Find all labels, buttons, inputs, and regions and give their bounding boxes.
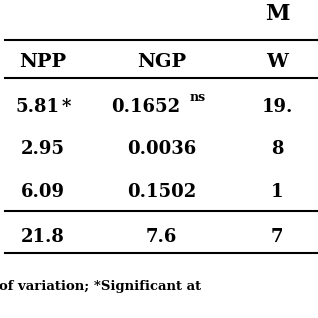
Text: 19.: 19. bbox=[262, 98, 293, 115]
Text: ns: ns bbox=[190, 91, 205, 104]
Text: 0.1502: 0.1502 bbox=[127, 183, 196, 201]
Text: 0.1652: 0.1652 bbox=[111, 98, 180, 115]
Text: 2.95: 2.95 bbox=[20, 141, 65, 158]
Text: 8: 8 bbox=[271, 141, 284, 158]
Text: W: W bbox=[266, 53, 288, 71]
Text: M: M bbox=[265, 3, 290, 25]
Text: of variation; *Significant at: of variation; *Significant at bbox=[0, 280, 201, 293]
Text: NGP: NGP bbox=[137, 53, 186, 71]
Text: 7: 7 bbox=[271, 228, 284, 246]
Text: 21.8: 21.8 bbox=[21, 228, 65, 246]
Text: 6.09: 6.09 bbox=[20, 183, 65, 201]
Text: NPP: NPP bbox=[19, 53, 66, 71]
Text: 7.6: 7.6 bbox=[146, 228, 177, 246]
Text: 0.0036: 0.0036 bbox=[127, 141, 196, 158]
Text: 1: 1 bbox=[271, 183, 284, 201]
Text: 5.81: 5.81 bbox=[16, 98, 60, 115]
Text: *: * bbox=[61, 98, 71, 115]
